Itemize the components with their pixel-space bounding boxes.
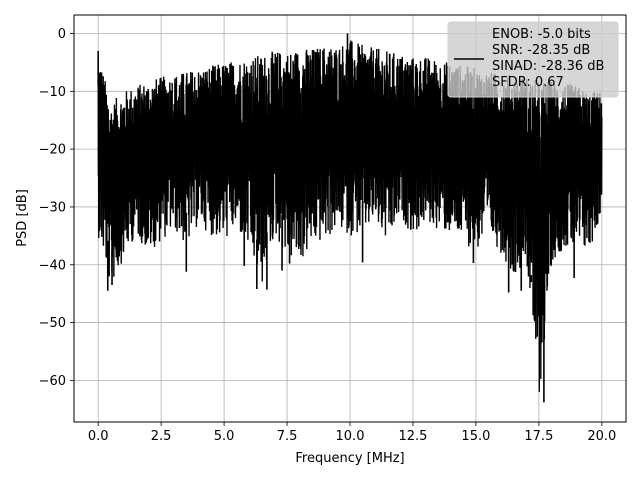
x-axis-label: Frequency [MHz] (295, 451, 404, 466)
x-axis-ticks: 0.0 2.5 5.0 7.5 10.0 12.5 15.0 17.5 20.0 (88, 422, 616, 444)
y-axis-ticks: 0 −10 −20 −30 −40 −50 −60 (39, 27, 74, 389)
legend-box (447, 21, 619, 98)
legend: ENOB: -5.0 bits SNR: -28.35 dB SINAD: -2… (447, 21, 619, 98)
x-tick-label: 5.0 (214, 429, 235, 444)
x-tick-label: 17.5 (524, 429, 553, 444)
x-tick-label: 7.5 (277, 429, 298, 444)
y-tick-label: −20 (39, 143, 66, 158)
y-axis-label: PSD [dB] (15, 189, 30, 247)
legend-line-sfdr: SFDR: 0.67 (492, 75, 564, 90)
y-tick-label: −10 (39, 85, 66, 100)
psd-trace (97, 40, 603, 392)
x-tick-label: 15.0 (461, 429, 490, 444)
x-tick-label: 2.5 (151, 429, 172, 444)
x-tick-label: 10.0 (336, 429, 365, 444)
psd-line (97, 33, 603, 403)
y-tick-label: −60 (39, 374, 66, 389)
x-tick-label: 0.0 (88, 429, 109, 444)
y-tick-label: 0 (58, 27, 66, 42)
legend-line-sinad: SINAD: -28.36 dB (492, 59, 604, 74)
x-tick-label: 20.0 (587, 429, 616, 444)
y-tick-label: −40 (39, 258, 66, 273)
y-tick-label: −30 (39, 200, 66, 215)
y-tick-label: −50 (39, 316, 66, 331)
x-tick-label: 12.5 (398, 429, 427, 444)
legend-line-snr: SNR: -28.35 dB (492, 43, 590, 58)
legend-line-enob: ENOB: -5.0 bits (492, 27, 591, 42)
